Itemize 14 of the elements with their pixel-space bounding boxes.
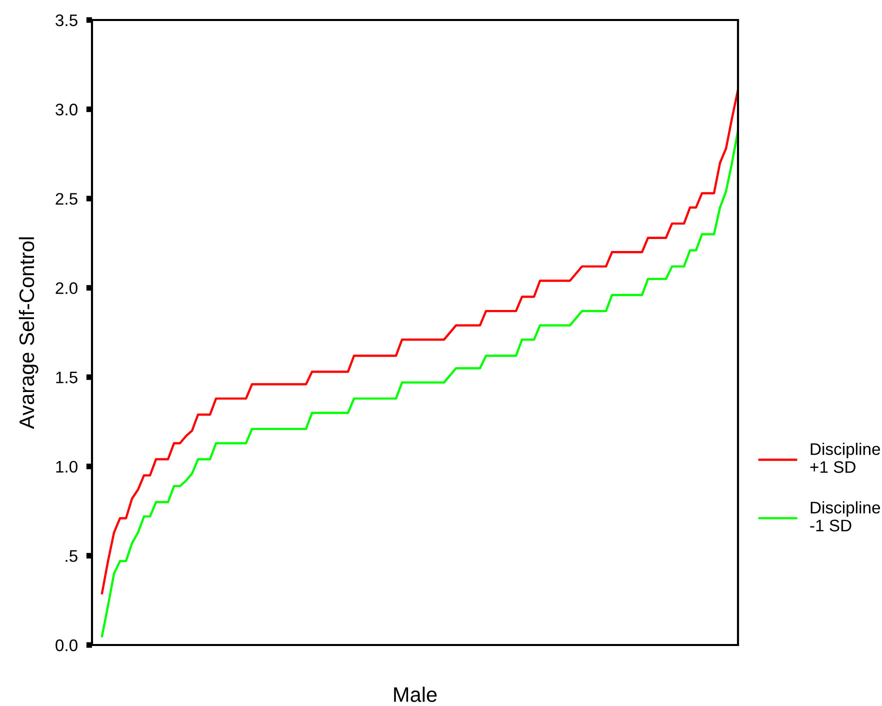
y-tick-label: 0.0	[56, 639, 78, 652]
y-tick-label: 2.0	[56, 282, 78, 294]
y-tick-label: 1.0	[56, 460, 78, 473]
legend-label: Discipline -1 SD	[810, 501, 880, 532]
y-tick-label: 2.5	[56, 192, 78, 205]
y-axis-title: Avarage Self-Control	[18, 237, 38, 429]
y-tick-label: .5	[66, 550, 78, 562]
x-axis-title: Male	[394, 686, 437, 702]
y-tick-label: 3.5	[56, 14, 78, 26]
y-tick-label: 1.5	[56, 372, 78, 384]
line-series	[100, 88, 738, 594]
legend-label: Discipline +1 SD	[810, 442, 880, 473]
line-series	[100, 130, 738, 638]
y-tick-label: 3.0	[56, 104, 78, 116]
